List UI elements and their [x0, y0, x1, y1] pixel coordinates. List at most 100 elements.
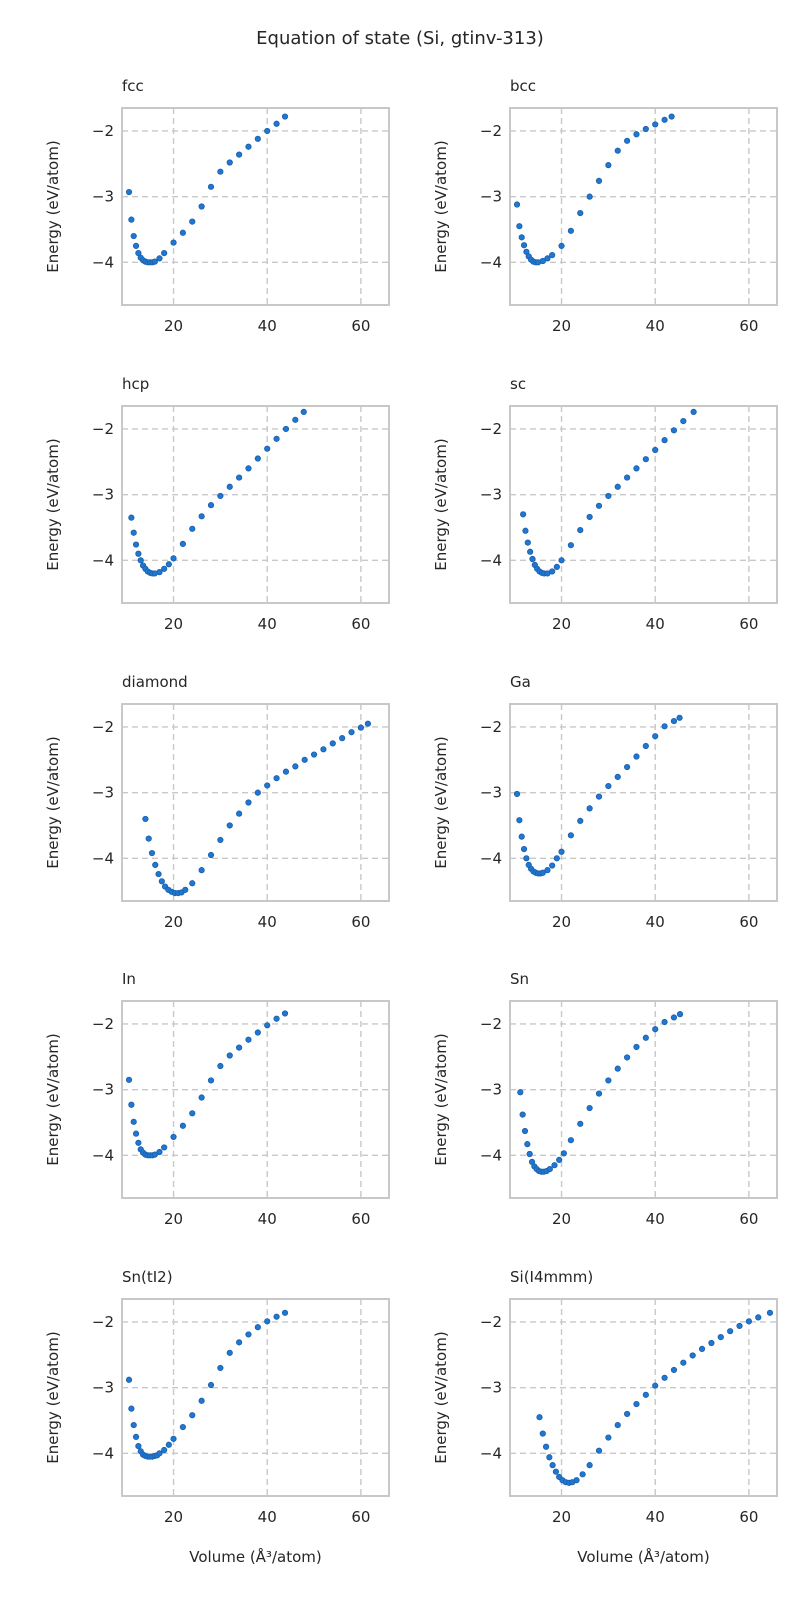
data-point [236, 1044, 243, 1051]
axes-frame [509, 1000, 778, 1199]
data-point [135, 550, 142, 557]
data-point [135, 1442, 142, 1450]
data-point [217, 836, 224, 844]
subplot-title: bcc [510, 77, 536, 95]
data-point [145, 835, 152, 842]
data-point [226, 1349, 233, 1356]
axes-frame [121, 1000, 390, 1199]
y-tick-label: −4 [92, 551, 114, 569]
data-point [698, 1345, 706, 1353]
data-point [179, 1423, 186, 1431]
data-point [130, 1118, 137, 1125]
data-point [546, 1454, 553, 1461]
data-point [558, 557, 565, 564]
y-axis-label: Energy (eV/atom) [44, 736, 62, 868]
y-tick-label: −4 [92, 1146, 114, 1164]
data-point [558, 242, 565, 249]
data-point [137, 557, 144, 564]
y-tick-label: −3 [480, 486, 502, 504]
data-point [310, 751, 318, 758]
data-point [519, 1111, 526, 1118]
data-point [516, 817, 523, 824]
x-tick-label: 40 [258, 913, 277, 931]
data-point [226, 1052, 233, 1059]
data-point [282, 425, 290, 433]
data-point [524, 1141, 531, 1148]
data-point [633, 465, 640, 472]
data-point [670, 717, 678, 725]
y-tick-label: −2 [480, 122, 502, 140]
subplot-5: diamond 20 40 60 −4 −3 −2 Energy (eV/atom) [44, 673, 390, 931]
data-point [161, 1446, 168, 1454]
data-point [661, 116, 668, 123]
subplot-title: fcc [122, 77, 144, 95]
axes-frame [121, 107, 390, 306]
data-point [633, 753, 640, 760]
data-point [513, 201, 521, 208]
y-tick-label: −3 [480, 1379, 502, 1397]
data-point [652, 1382, 659, 1389]
data-point [551, 1162, 558, 1169]
data-point [549, 862, 556, 869]
data-point [236, 474, 243, 481]
data-point [170, 1435, 177, 1442]
subplot-title: hcp [122, 375, 149, 393]
x-tick-label: 40 [646, 317, 665, 335]
subplot-title: Sn [510, 970, 529, 988]
data-point [236, 810, 243, 817]
data-point [245, 143, 252, 150]
y-axis-label: Energy (eV/atom) [432, 1331, 450, 1463]
x-tick-label: 60 [351, 1508, 370, 1526]
data-point [539, 257, 546, 265]
x-tick-label: 60 [351, 913, 370, 931]
subplot-title: In [122, 970, 136, 988]
x-tick-label: 40 [646, 615, 665, 633]
data-point [546, 1166, 553, 1173]
data-point [148, 849, 156, 857]
data-point [128, 1101, 135, 1108]
subplot-title: Ga [510, 673, 531, 691]
data-point [586, 193, 593, 200]
axes-frame [509, 405, 778, 604]
data-point [132, 242, 140, 249]
data-point [676, 714, 683, 721]
data-point [264, 127, 271, 135]
data-point [132, 1130, 140, 1137]
data-point [142, 815, 149, 823]
data-point [727, 1328, 734, 1335]
data-point [577, 817, 584, 824]
y-tick-label: −4 [480, 253, 502, 271]
data-point [755, 1314, 762, 1321]
y-tick-label: −2 [92, 1313, 114, 1331]
data-point [132, 1433, 140, 1441]
data-point [130, 1421, 137, 1429]
data-point [130, 529, 137, 536]
data-point [633, 1043, 640, 1051]
data-point [165, 1441, 172, 1448]
data-point [624, 1410, 631, 1418]
y-axis-label: Energy (eV/atom) [432, 1033, 450, 1165]
y-tick-label: −4 [92, 1444, 114, 1462]
data-point [217, 1062, 224, 1070]
data-point [226, 483, 233, 490]
data-point [521, 1127, 529, 1135]
x-tick-label: 40 [258, 615, 277, 633]
x-tick-label: 60 [351, 615, 370, 633]
data-point [281, 1010, 289, 1017]
data-point [320, 746, 327, 753]
subplot-3: hcp 20 40 60 −4 −3 −2 Energy (eV/atom) [44, 375, 390, 633]
data-point [236, 151, 243, 158]
data-point [161, 250, 168, 257]
x-tick-label: 60 [739, 1210, 758, 1228]
data-point [254, 1324, 261, 1331]
data-point [135, 1139, 142, 1146]
axes-frame [509, 703, 778, 902]
data-point [539, 1430, 546, 1437]
data-point [542, 1443, 550, 1450]
subplot-1: fcc 20 40 60 −4 −3 −2 Energy (eV/atom) [44, 77, 390, 335]
data-point [170, 1133, 177, 1141]
data-point [217, 1364, 224, 1372]
data-point [161, 1144, 168, 1151]
data-point [254, 135, 261, 142]
